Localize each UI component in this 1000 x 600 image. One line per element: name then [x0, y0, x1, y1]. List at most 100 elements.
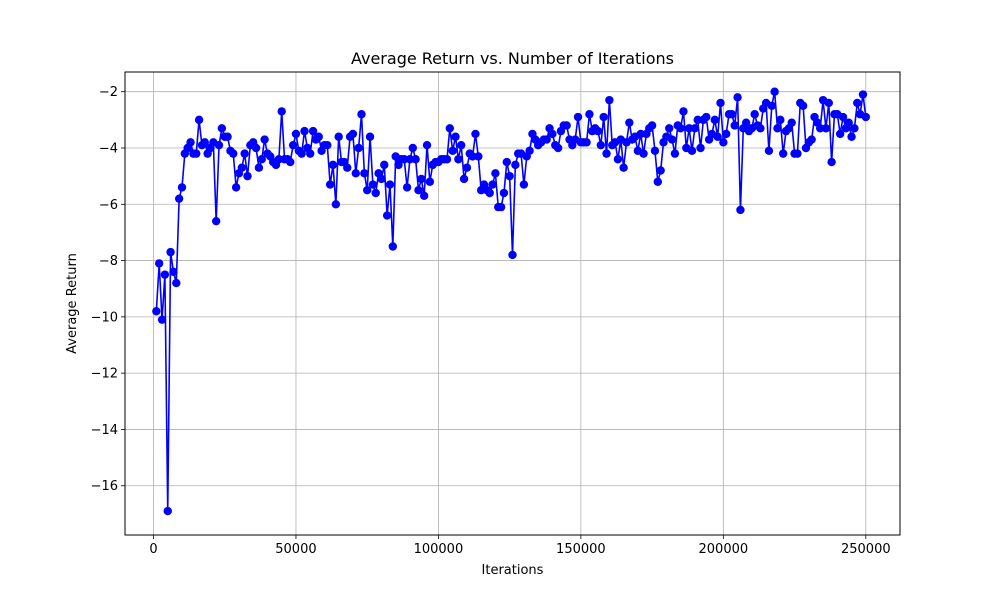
- data-point: [160, 270, 170, 279]
- data-point: [585, 110, 594, 119]
- data-point: [357, 110, 366, 119]
- data-point: [243, 171, 252, 181]
- data-point: [776, 115, 785, 125]
- data-point: [300, 126, 309, 136]
- data-point: [488, 180, 497, 189]
- data-point: [713, 132, 722, 141]
- data-point: [194, 115, 204, 125]
- data-point: [770, 87, 779, 96]
- data-point: [702, 112, 711, 122]
- plot-frame: [124, 71, 901, 536]
- data-point: [172, 278, 181, 288]
- data-point: [163, 506, 172, 516]
- data-point: [448, 146, 457, 156]
- data-point: [676, 124, 685, 133]
- data-point: [325, 180, 335, 189]
- y-tick-label: −2: [99, 85, 118, 100]
- data-point: [414, 186, 423, 195]
- data-point: [593, 126, 603, 136]
- data-point: [174, 194, 184, 203]
- data-point: [422, 140, 432, 150]
- data-point: [200, 138, 209, 147]
- data-point: [573, 112, 583, 122]
- chart-title: Average Return vs. Number of Iterations: [351, 49, 674, 68]
- y-tick-label: −6: [99, 198, 118, 213]
- data-point: [459, 174, 469, 184]
- data-point: [741, 118, 751, 127]
- data-point: [719, 138, 728, 147]
- data-point: [778, 149, 788, 158]
- data-point: [619, 163, 628, 172]
- data-point: [154, 259, 164, 268]
- data-point: [756, 124, 765, 133]
- data-point: [377, 174, 386, 184]
- data-point: [696, 143, 705, 153]
- data-point: [596, 140, 606, 150]
- data-point: [328, 160, 338, 170]
- data-point: [169, 267, 178, 277]
- data-point: [254, 163, 264, 172]
- data-point: [793, 149, 802, 158]
- data-point: [733, 93, 742, 102]
- data-point: [166, 247, 175, 257]
- data-point: [251, 143, 261, 153]
- data-point: [502, 157, 511, 167]
- data-point: [417, 174, 426, 184]
- data-point: [462, 163, 472, 172]
- data-point: [286, 157, 295, 167]
- data-point: [650, 146, 660, 156]
- x-tick-label: 50000: [275, 542, 316, 557]
- data-point: [323, 140, 332, 150]
- data-point: [474, 152, 483, 161]
- data-point: [192, 149, 201, 158]
- data-point: [314, 132, 323, 141]
- data-point: [177, 183, 187, 192]
- data-point: [457, 140, 466, 150]
- data-point: [773, 124, 782, 133]
- data-point: [291, 129, 301, 139]
- data-point: [844, 118, 853, 127]
- y-tick-label: −16: [91, 479, 118, 494]
- data-point: [647, 121, 657, 130]
- data-point: [442, 155, 452, 164]
- data-point: [736, 205, 745, 215]
- data-point: [362, 186, 372, 195]
- data-point: [425, 177, 435, 186]
- data-point: [625, 118, 634, 127]
- data-point: [798, 101, 808, 110]
- x-axis: 0 50000 100000 150000 200000 250000: [149, 535, 891, 557]
- data-point: [670, 149, 680, 158]
- data-point: [562, 121, 571, 130]
- data-point: [787, 118, 796, 127]
- data-point: [821, 124, 831, 133]
- data-point: [445, 124, 455, 133]
- data-point: [308, 126, 318, 136]
- data-point: [716, 98, 725, 108]
- y-tick-label: −4: [99, 141, 118, 156]
- data-point: [402, 183, 412, 192]
- y-axis-title: Average Return: [65, 253, 80, 354]
- data-point: [653, 177, 663, 186]
- data-point: [710, 115, 719, 125]
- data-point: [730, 121, 739, 130]
- data-point: [553, 143, 563, 153]
- data-point: [485, 188, 494, 198]
- data-point: [656, 166, 665, 175]
- x-tick-label: 250000: [841, 542, 891, 557]
- data-point: [827, 157, 836, 167]
- data-point: [288, 140, 298, 150]
- data-point: [260, 135, 269, 144]
- x-axis-title: Iterations: [482, 563, 544, 578]
- data-point: [548, 129, 557, 139]
- data-point: [382, 211, 392, 220]
- x-tick-label: 100000: [414, 542, 464, 557]
- data-point: [152, 307, 161, 316]
- data-point: [380, 160, 389, 170]
- data-point: [847, 132, 856, 141]
- data-point: [411, 155, 420, 164]
- data-point: [613, 155, 623, 164]
- x-tick-label: 150000: [556, 542, 606, 557]
- data-point: [157, 315, 167, 324]
- data-point: [237, 163, 247, 172]
- data-point: [306, 149, 315, 158]
